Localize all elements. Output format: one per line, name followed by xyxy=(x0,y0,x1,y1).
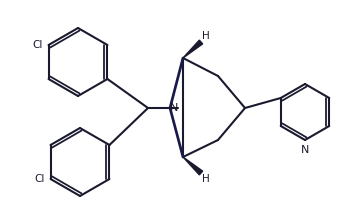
Text: N: N xyxy=(301,145,309,155)
Text: N: N xyxy=(170,103,178,113)
Text: Cl: Cl xyxy=(34,174,44,184)
Text: H: H xyxy=(202,31,210,41)
Text: H: H xyxy=(202,174,210,184)
Polygon shape xyxy=(183,157,203,175)
Polygon shape xyxy=(183,40,203,58)
Text: Cl: Cl xyxy=(32,40,43,50)
